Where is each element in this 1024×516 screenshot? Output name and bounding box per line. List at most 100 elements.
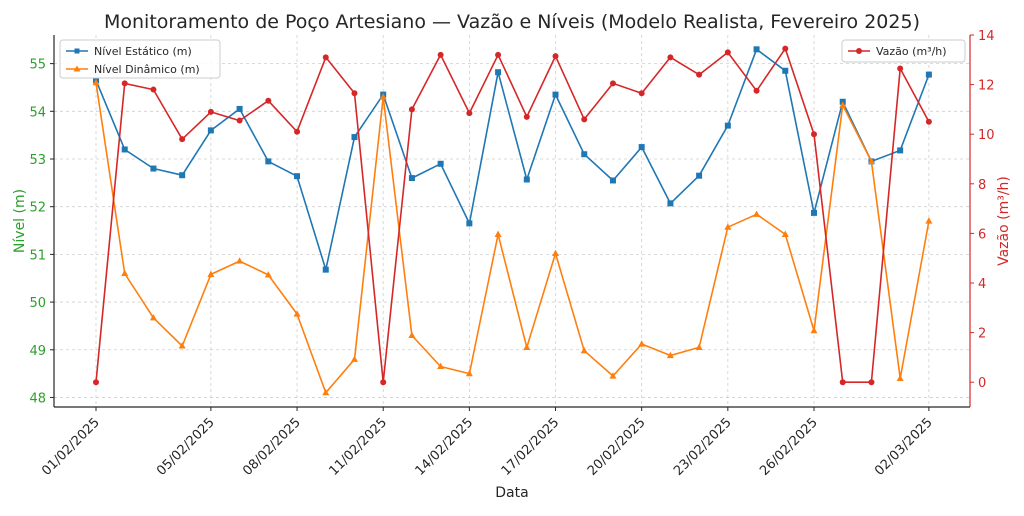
data-point (265, 158, 272, 165)
data-point (466, 220, 473, 227)
legend-right: Vazão (m³/h) (841, 39, 966, 63)
data-point (638, 90, 645, 97)
data-point (322, 54, 329, 61)
y-left-tick-label: 53 (29, 153, 46, 168)
chart-title: Monitoramento de Poço Artesiano — Vazão … (104, 11, 920, 33)
x-axis-label: Data (495, 485, 528, 501)
x-tick-label: 14/02/2025 (413, 415, 477, 479)
data-point (896, 374, 904, 381)
y-left-tick-label: 55 (29, 58, 46, 73)
data-point (466, 110, 473, 117)
y-right-tick-label: 6 (978, 227, 986, 242)
legend-marker-nivel-estatico (74, 48, 80, 54)
data-point (495, 69, 502, 76)
series-layer (92, 45, 933, 396)
data-point (121, 146, 128, 153)
data-point (265, 97, 272, 104)
data-point (782, 45, 789, 52)
x-tick-label: 11/02/2025 (326, 415, 390, 479)
data-point (696, 71, 703, 78)
grid-layer (54, 35, 970, 407)
data-point (839, 379, 846, 386)
data-point (179, 172, 186, 179)
data-point (380, 379, 387, 386)
data-point (351, 90, 358, 97)
legend-left-box (59, 39, 221, 79)
data-point (552, 53, 559, 60)
data-point (264, 271, 272, 278)
data-point (552, 249, 560, 257)
data-point (236, 117, 243, 124)
data-point (696, 172, 703, 179)
data-point (322, 266, 329, 273)
y-right-tick-label: 2 (978, 327, 986, 342)
data-point (294, 128, 301, 135)
data-point (92, 78, 100, 86)
data-point (753, 210, 761, 217)
data-point (178, 342, 186, 349)
y-right-axis-label: Vazão (m³/h) (996, 176, 1012, 266)
data-point (811, 131, 817, 138)
data-point (552, 91, 559, 98)
legend-marker-nivel-dinamico (73, 65, 81, 72)
data-point (609, 372, 617, 379)
data-point (495, 51, 502, 58)
data-point (236, 105, 243, 112)
data-point (811, 209, 817, 216)
data-point (666, 351, 674, 359)
data-point (781, 230, 789, 237)
data-point (408, 331, 416, 339)
y-right-tick-label: 10 (978, 128, 995, 143)
y-left-tick-label: 52 (29, 201, 46, 216)
left-axis-ticks: 48 49 50 51 52 53 54 55 (29, 58, 54, 406)
y-left-tick-label: 49 (29, 344, 46, 359)
data-point (437, 362, 445, 370)
data-point (724, 223, 732, 230)
data-point (523, 343, 531, 350)
data-point (695, 343, 703, 350)
data-point (925, 217, 933, 224)
data-point (350, 355, 358, 362)
series-1 (92, 78, 933, 396)
data-point (897, 65, 904, 72)
data-point (207, 127, 214, 134)
data-point (351, 134, 358, 141)
plot-frame (54, 35, 970, 407)
y-right-tick-label: 8 (978, 178, 986, 193)
x-tick-label: 17/02/2025 (499, 415, 563, 479)
data-point (810, 326, 818, 334)
y-left-axis-label: Nível (m) (12, 189, 28, 253)
legend-label-nivel-estatico: Nível Estático (m) (94, 45, 192, 58)
data-point (121, 269, 129, 277)
data-point (150, 86, 157, 93)
x-axis-ticks: 01/02/2025 02/03/2025 05/02/2025 08/02/2025… (39, 407, 936, 479)
y-right-tick-label: 12 (978, 79, 995, 94)
data-point (638, 144, 645, 151)
data-point (150, 165, 157, 172)
data-point (609, 177, 616, 184)
data-point (897, 147, 904, 154)
data-point (294, 173, 301, 180)
data-point (93, 379, 99, 386)
data-point (121, 80, 128, 87)
x-tick-label: 01/02/2025 (39, 415, 103, 479)
x-tick-label: 26/02/2025 (757, 415, 821, 479)
series-line (95, 47, 930, 384)
data-point (379, 93, 387, 100)
data-point (293, 310, 301, 317)
right-axis-ticks: 0 2 4 6 8 10 12 14 (970, 29, 995, 391)
data-point (782, 67, 789, 74)
data-point (207, 270, 215, 278)
data-point (236, 257, 244, 264)
legend-left: Nível Estático (m) Nível Dinâmico (m) (59, 39, 221, 79)
data-point (925, 71, 932, 78)
data-point (408, 106, 415, 113)
x-tick-label: 23/02/2025 (671, 415, 735, 479)
y-left-tick-label: 50 (29, 296, 46, 311)
x-tick-label: 08/02/2025 (240, 415, 304, 479)
data-point (581, 151, 588, 158)
y-left-tick-label: 48 (29, 391, 46, 406)
data-point (724, 122, 731, 129)
